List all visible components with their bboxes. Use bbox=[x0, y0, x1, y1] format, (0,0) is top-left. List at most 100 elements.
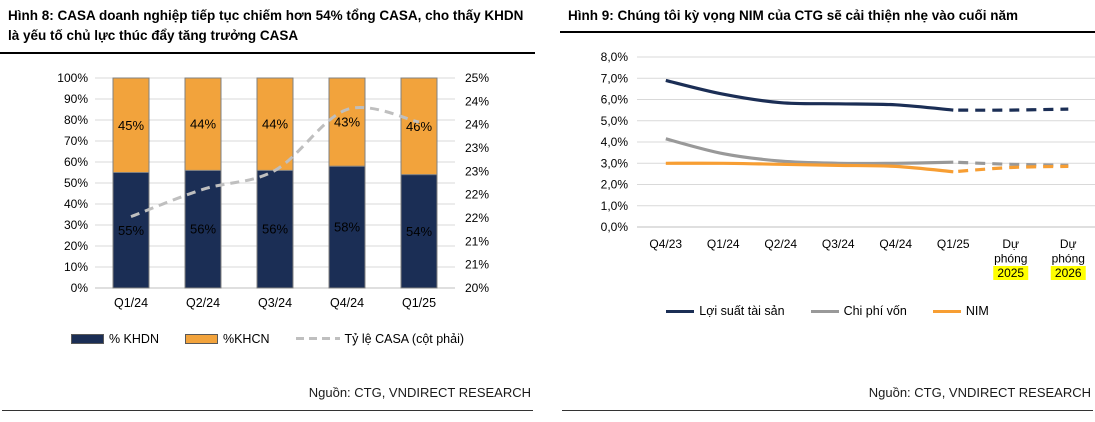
left-axis-tick: 100% bbox=[57, 71, 88, 85]
x-axis-label: Q1/24 bbox=[707, 237, 740, 251]
y-axis-tick: 6,0% bbox=[601, 93, 629, 107]
right-axis-tick: 24% bbox=[465, 117, 489, 131]
figure-9-bottom-rule bbox=[562, 410, 1093, 411]
bar-khdn bbox=[112, 171, 150, 288]
y-axis-tick: 2,0% bbox=[601, 178, 629, 192]
left-axis-tick: 70% bbox=[64, 134, 88, 148]
legend-label: Chi phí vốn bbox=[843, 304, 907, 319]
bar-khcn bbox=[112, 77, 150, 173]
casa-stacked-bar-chart: 0% 10% 20% 30% 40% 50% 60% 70% 80% 90% 100% 20% 21% 2… bbox=[57, 71, 489, 310]
x-axis-labels: Q4/23 Q1/24 Q2/24 Q3/24 Q4/24 Q1/25 Dựphóng202… bbox=[649, 237, 1086, 281]
bar-label-khdn: 55% bbox=[118, 222, 144, 237]
legend-item: NIM bbox=[932, 304, 989, 319]
y-axis-tick: 3,0% bbox=[601, 157, 629, 171]
left-axis-tick: 60% bbox=[64, 155, 88, 169]
figure-8-legend: % KHDN %KHCN Tỷ lệ CASA (cột phải) bbox=[0, 332, 535, 346]
series-line-forecast-dashed bbox=[953, 160, 1069, 168]
left-axis-tick: 10% bbox=[64, 260, 88, 274]
right-axis-tick: 21% bbox=[465, 234, 489, 248]
x-axis-label: Q4/24 bbox=[879, 237, 912, 251]
forecast-year-highlight bbox=[1050, 266, 1086, 281]
casa-ratio-dashed-line bbox=[130, 105, 420, 218]
legend-swatch-line bbox=[810, 309, 839, 313]
y-axis-tick: 7,0% bbox=[601, 72, 629, 86]
x-axis-label: Q3/24 bbox=[258, 296, 292, 310]
series-line-forecast-dashed bbox=[953, 165, 1069, 174]
figure-8-title-rule bbox=[0, 51, 535, 54]
series-line-forecast-dashed bbox=[953, 107, 1069, 113]
legend-item: Chi phí vốn bbox=[810, 304, 907, 319]
legend-swatch-line bbox=[932, 309, 961, 313]
series-line-solid bbox=[665, 137, 954, 166]
legend-label: %KHCN bbox=[222, 331, 270, 346]
bar-khcn bbox=[256, 77, 294, 171]
left-axis-tick: 0% bbox=[71, 281, 89, 295]
right-axis-tick: 22% bbox=[465, 187, 489, 201]
y-axis-tick: 1,0% bbox=[601, 199, 629, 213]
bar-label-khcn: 43% bbox=[334, 114, 360, 129]
right-axis-tick: 23% bbox=[465, 141, 489, 155]
left-axis-tick: 30% bbox=[64, 218, 88, 232]
bar-label-khdn: 58% bbox=[334, 219, 360, 234]
x-axis-label: Q3/24 bbox=[822, 237, 855, 251]
y-axis-tick: 0,0% bbox=[601, 220, 629, 234]
legend-swatch-bar bbox=[70, 333, 104, 344]
bar-khdn bbox=[400, 173, 438, 288]
x-axis-label: Dự bbox=[1060, 237, 1077, 251]
x-axis-label: Q1/25 bbox=[937, 237, 970, 251]
figure-9-source: Nguồn: CTG, VNDIRECT RESEARCH bbox=[868, 385, 1091, 400]
forecast-year-highlight bbox=[993, 266, 1029, 281]
figure-9-title: Hình 9: Chúng tôi kỳ vọng NIM của CTG sẽ… bbox=[568, 8, 1019, 23]
left-axis-tick: 20% bbox=[64, 239, 88, 253]
nim-line-chart: 0,0% 1,0% 2,0% 3,0% 4,0% 5,0% 6,0% 7,0% 8,0% Q4/2… bbox=[601, 50, 1095, 281]
bar-label-khcn: 44% bbox=[190, 116, 216, 131]
stacked-bars bbox=[112, 77, 438, 288]
x-axis-label: Dự bbox=[1002, 237, 1019, 251]
left-axis-tick: 80% bbox=[64, 113, 88, 127]
forecast-year-label: 2025 bbox=[997, 266, 1024, 280]
series-line-solid bbox=[665, 79, 954, 112]
y-axis-tick: 4,0% bbox=[601, 135, 629, 149]
right-axis-tick: 20% bbox=[465, 281, 489, 295]
legend-swatch-line bbox=[666, 309, 695, 313]
figure-9-panel: Hình 9: Chúng tôi kỳ vọng NIM của CTG sẽ… bbox=[560, 0, 1095, 422]
bar-label-khdn: 56% bbox=[262, 221, 288, 236]
x-axis-label: Q4/24 bbox=[330, 296, 364, 310]
right-axis-tick: 21% bbox=[465, 257, 489, 271]
x-axis-label: phóng bbox=[994, 252, 1027, 266]
bar-label-khcn: 44% bbox=[262, 116, 288, 131]
bar-label-khcn: 46% bbox=[406, 118, 432, 133]
left-axis-tick: 40% bbox=[64, 197, 88, 211]
bar-khdn bbox=[256, 169, 294, 288]
legend-label: Tỷ lệ CASA (cột phải) bbox=[344, 331, 465, 346]
x-axis-label: Q1/25 bbox=[402, 296, 436, 310]
y-axis-tick: 5,0% bbox=[601, 114, 629, 128]
legend-item: Lợi suất tài sản bbox=[666, 304, 785, 318]
y-axis-tick: 8,0% bbox=[601, 50, 629, 64]
bar-khcn bbox=[400, 77, 438, 175]
legend-item: % KHDN bbox=[70, 331, 159, 346]
right-axis-tick: 24% bbox=[465, 94, 489, 108]
bar-label-khdn: 54% bbox=[406, 223, 432, 238]
legend-item: %KHCN bbox=[184, 331, 270, 346]
figure-9-title-rule bbox=[560, 31, 1095, 34]
right-axis-tick: 22% bbox=[465, 211, 489, 225]
x-axis-label: Q2/24 bbox=[186, 296, 220, 310]
figure-8-title: Hình 8: CASA doanh nghiệp tiếp tục chiếm… bbox=[8, 8, 524, 44]
series-line-solid bbox=[665, 161, 954, 174]
left-axis-tick: 90% bbox=[64, 92, 88, 106]
figure-9-legend: Lợi suất tài sản Chi phí vốn NIM bbox=[560, 304, 1095, 318]
legend-label: % KHDN bbox=[108, 331, 159, 346]
x-axis-label: phóng bbox=[1052, 252, 1085, 266]
x-axis-label: Q1/24 bbox=[114, 296, 148, 310]
bar-label-khdn: 56% bbox=[190, 221, 216, 236]
left-axis-tick: 50% bbox=[64, 176, 88, 190]
legend-label: NIM bbox=[965, 304, 989, 319]
legend-item: Tỷ lệ CASA (cột phải) bbox=[295, 331, 465, 346]
figure-8-source: Nguồn: CTG, VNDIRECT RESEARCH bbox=[308, 385, 531, 400]
figure-8-bottom-rule bbox=[2, 410, 533, 411]
figure-8-panel: Hình 8: CASA doanh nghiệp tiếp tục chiếm… bbox=[0, 0, 535, 422]
bar-khcn bbox=[328, 77, 366, 167]
bar-khcn bbox=[184, 77, 222, 171]
